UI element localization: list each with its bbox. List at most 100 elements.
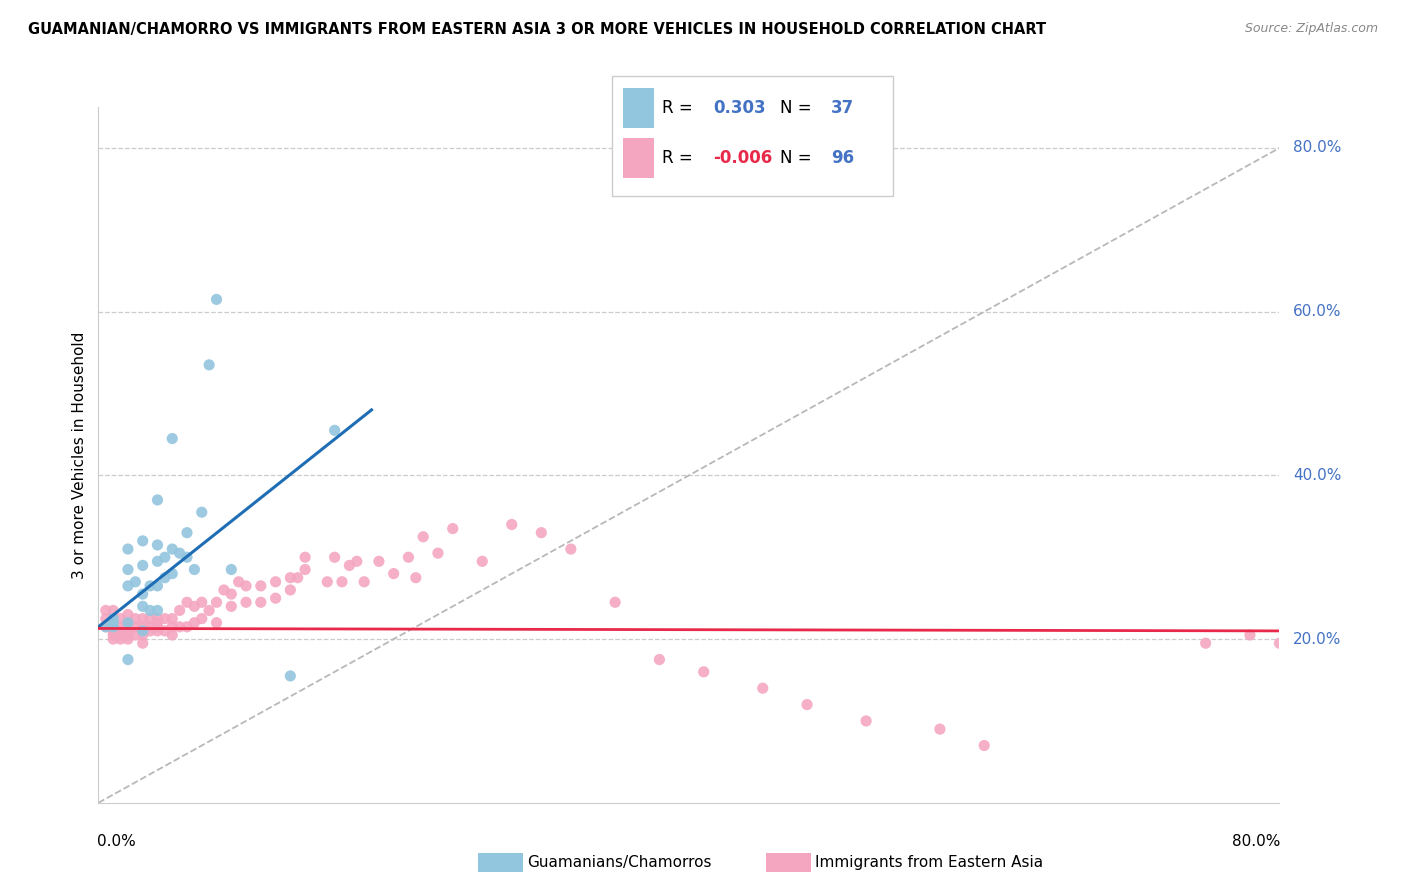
Point — [103, 628, 125, 642]
Point — [103, 632, 125, 646]
Point — [117, 620, 139, 634]
Text: Immigrants from Eastern Asia: Immigrants from Eastern Asia — [815, 855, 1043, 870]
Point — [278, 669, 302, 683]
Point — [183, 599, 205, 614]
Point — [169, 603, 191, 617]
Point — [117, 632, 139, 646]
Point — [1239, 628, 1261, 642]
Point — [103, 615, 125, 630]
Point — [117, 615, 139, 630]
Point — [110, 624, 132, 638]
Point — [153, 624, 176, 638]
Text: Source: ZipAtlas.com: Source: ZipAtlas.com — [1244, 22, 1378, 36]
Point — [110, 620, 132, 634]
Point — [1268, 636, 1291, 650]
Point — [427, 546, 450, 560]
Point — [124, 620, 146, 634]
Bar — [623, 138, 654, 178]
Point — [250, 595, 273, 609]
Point — [294, 550, 316, 565]
Point — [441, 522, 464, 536]
Point — [501, 517, 523, 532]
Point — [330, 574, 353, 589]
Point — [693, 665, 716, 679]
Text: R =: R = — [662, 149, 699, 168]
Point — [264, 591, 287, 606]
Point — [132, 587, 155, 601]
Point — [1195, 636, 1218, 650]
Point — [162, 620, 183, 634]
Point — [124, 574, 146, 589]
Point — [219, 599, 242, 614]
Point — [294, 562, 316, 576]
Point — [169, 620, 191, 634]
Point — [162, 612, 183, 626]
Text: 20.0%: 20.0% — [1294, 632, 1341, 647]
Point — [382, 566, 405, 581]
Point — [235, 579, 257, 593]
Point — [146, 603, 169, 617]
Point — [132, 533, 155, 548]
Point — [146, 538, 169, 552]
Point — [530, 525, 553, 540]
Point — [117, 607, 139, 622]
Point — [117, 579, 139, 593]
Point — [117, 542, 139, 557]
Point — [928, 722, 950, 736]
Point — [146, 624, 169, 638]
Point — [228, 574, 250, 589]
Point — [205, 293, 228, 307]
Text: 37: 37 — [831, 99, 855, 117]
Text: Guamanians/Chamorros: Guamanians/Chamorros — [527, 855, 711, 870]
Point — [110, 632, 132, 646]
Point — [855, 714, 877, 728]
Point — [132, 558, 155, 573]
Point — [183, 562, 205, 576]
Point — [146, 554, 169, 568]
Point — [132, 620, 155, 634]
Point — [117, 615, 139, 630]
Point — [153, 612, 176, 626]
Point — [405, 571, 427, 585]
Point — [132, 624, 155, 638]
Y-axis label: 3 or more Vehicles in Household: 3 or more Vehicles in Household — [72, 331, 87, 579]
Bar — [623, 87, 654, 128]
Point — [287, 571, 309, 585]
Point — [162, 628, 183, 642]
Point — [278, 571, 302, 585]
Point — [412, 530, 434, 544]
Point — [219, 587, 242, 601]
Point — [94, 612, 117, 626]
Point — [346, 554, 368, 568]
Point — [323, 550, 346, 565]
Point — [162, 432, 183, 446]
Point — [973, 739, 995, 753]
Point — [368, 554, 391, 568]
Point — [146, 579, 169, 593]
Point — [219, 562, 242, 576]
Point — [124, 628, 146, 642]
Point — [103, 612, 125, 626]
Text: 40.0%: 40.0% — [1294, 468, 1341, 483]
Point — [146, 612, 169, 626]
Point — [153, 571, 176, 585]
Point — [198, 358, 221, 372]
Point — [103, 620, 125, 634]
Point — [212, 582, 235, 597]
Point — [205, 595, 228, 609]
Point — [162, 542, 183, 557]
Text: N =: N = — [780, 149, 817, 168]
Point — [132, 636, 155, 650]
Point — [94, 603, 117, 617]
Point — [278, 582, 302, 597]
Point — [103, 612, 125, 626]
Point — [103, 603, 125, 617]
Point — [117, 624, 139, 638]
Point — [94, 620, 117, 634]
Point — [146, 615, 169, 630]
Point — [146, 620, 169, 634]
Text: R =: R = — [662, 99, 699, 117]
Text: 96: 96 — [831, 149, 853, 168]
Point — [235, 595, 257, 609]
Point — [153, 550, 176, 565]
